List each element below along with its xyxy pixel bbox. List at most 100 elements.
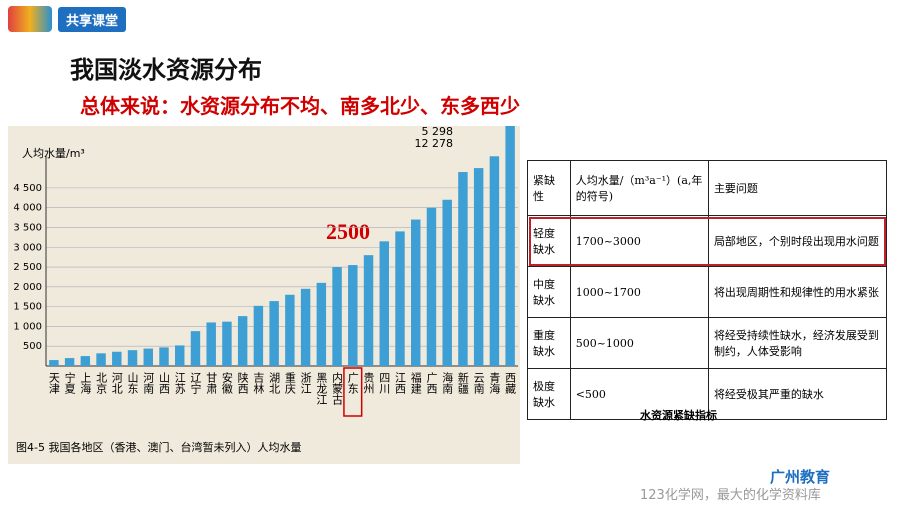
bar <box>64 358 75 366</box>
y-tick-label: 4 000 <box>13 203 42 214</box>
y-tick-label: 1 000 <box>13 321 42 332</box>
bar <box>175 345 185 366</box>
logo <box>8 6 52 32</box>
subtitle: 总体来说：水资源分布不均、南多北少、东多西少 <box>80 94 520 118</box>
x-tick-label: 浙江 <box>299 372 312 394</box>
annotation: 2500 <box>326 219 370 244</box>
x-tick-label: 内蒙古 <box>331 371 344 405</box>
bar <box>222 321 232 366</box>
y-tick-label: 2 500 <box>13 262 42 273</box>
x-tick-label: 贵州 <box>362 372 375 394</box>
cell: 1700~3000 <box>569 215 709 267</box>
bar <box>49 360 59 366</box>
header-cell: 人均水量/（m³a⁻¹）(a,年的符号) <box>569 160 709 216</box>
x-tick-label: 吉林 <box>252 372 265 394</box>
x-tick-label: 四川 <box>378 372 391 394</box>
x-tick-label: 福建 <box>409 371 422 395</box>
bar <box>442 199 452 366</box>
org: 广州教育 <box>770 468 831 486</box>
table-caption: 水资源紧缺指标 <box>640 409 717 422</box>
x-tick-label: 安徽 <box>220 371 233 395</box>
bar <box>80 356 91 366</box>
bar <box>269 301 279 366</box>
bar <box>190 331 201 366</box>
table-row: 极度缺水 <500 将经受极其严重的缺水 <box>527 368 888 420</box>
x-tick-label: 甘肃 <box>205 372 218 395</box>
bar <box>363 255 374 366</box>
y-tick-label: 3 500 <box>13 222 42 233</box>
cell: 极度缺水 <box>527 368 571 420</box>
bar <box>473 168 484 366</box>
x-tick-label: 重庆 <box>283 371 296 395</box>
x-tick-label: 青海 <box>488 372 501 395</box>
bar <box>300 288 311 366</box>
x-tick-label: 河南 <box>142 372 155 394</box>
x-tick-label: 辽宁 <box>189 372 202 394</box>
bar <box>127 350 138 366</box>
cell: 中度缺水 <box>527 266 571 318</box>
cell: 局部地区，个别时段出现用水问题 <box>707 215 888 267</box>
x-tick-label: 山东 <box>126 372 139 394</box>
bars <box>49 126 515 366</box>
x-tick-label: 河北 <box>110 372 123 394</box>
cell: 将经受持续性缺水，经济发展受到制约，人体受影响 <box>707 317 888 369</box>
header-cell: 主要问题 <box>707 160 888 216</box>
title: 我国淡水资源分布 <box>70 56 262 84</box>
header-cell: 紧缺性 <box>527 160 571 216</box>
bar <box>332 267 342 366</box>
highlight-box <box>343 367 363 417</box>
chart-caption: 图4-5 我国各地区（香港、澳门、台湾暂未列入）人均水量 <box>16 440 301 454</box>
cell: 重度缺水 <box>527 317 571 369</box>
table-row: 重度缺水 500~1000 将经受持续性缺水，经济发展受到制约，人体受影响 <box>527 317 888 369</box>
bar <box>159 347 169 366</box>
table-row: 中度缺水 1000~1700 将出现周期性和规律性的用水紧张 <box>527 266 888 318</box>
x-tick-label: 新疆 <box>456 371 469 394</box>
y-tick-label: 1 500 <box>13 302 42 313</box>
x-tick-label: 上海 <box>79 372 92 395</box>
x-tick-label: 广东 <box>346 372 359 394</box>
y-tick-label: 500 <box>23 341 42 352</box>
chart-photo: 人均水量/m³ 图4-5 我国各地区（香港、澳门、台湾暂未列入）人均水量 250… <box>8 125 520 464</box>
bar <box>96 353 106 366</box>
cell: 轻度缺水 <box>527 215 571 267</box>
bar <box>112 351 122 366</box>
bar <box>237 316 248 366</box>
cell: 1000~1700 <box>569 266 709 318</box>
bar <box>426 207 437 366</box>
brand-tag: 共享课堂 <box>58 6 127 32</box>
x-tick-label: 海南 <box>441 371 454 394</box>
bar <box>489 156 500 366</box>
bar <box>316 282 327 366</box>
brand: 共享课堂 <box>8 6 127 32</box>
x-tick-label: 湖北 <box>268 372 281 394</box>
x-tick-label: 北京 <box>95 372 108 395</box>
bar <box>379 241 389 366</box>
table-header: 紧缺性 人均水量/（m³a⁻¹）(a,年的符号) 主要问题 <box>527 160 888 216</box>
x-tick-label: 山西 <box>158 372 171 394</box>
table-panel: 紧缺性 人均水量/（m³a⁻¹）(a,年的符号) 主要问题 轻度缺水 1700~3000… <box>524 156 890 424</box>
cell: 将经受极其严重的缺水 <box>707 368 888 420</box>
bar <box>253 305 264 366</box>
footer: 123化学网，最大的化学资料库 <box>640 488 821 503</box>
x-tick-label: 云南 <box>472 372 485 394</box>
bar <box>411 219 421 366</box>
y-tick-label: 4 500 <box>13 183 42 194</box>
cell: 500~1000 <box>569 317 709 369</box>
bar <box>285 294 295 366</box>
bar <box>395 231 405 366</box>
x-tick-label: 天津 <box>47 372 60 394</box>
value-label: 12 278 <box>415 137 454 150</box>
bar <box>348 265 358 366</box>
table-row: 轻度缺水 1700~3000 局部地区，个别时段出现用水问题 <box>527 215 888 267</box>
bar <box>143 348 153 366</box>
bar <box>505 126 515 366</box>
x-tick-label: 陕西 <box>236 371 249 394</box>
chart: 人均水量/m³ 图4-5 我国各地区（香港、澳门、台湾暂未列入）人均水量 250… <box>13 125 518 454</box>
y-tick-label: 3 000 <box>13 242 42 253</box>
x-tick-label: 江西 <box>394 372 407 394</box>
bar <box>458 172 468 366</box>
table: 紧缺性 人均水量/（m³a⁻¹）(a,年的符号) 主要问题 轻度缺水 1700~3000… <box>527 160 888 420</box>
bar <box>206 322 216 366</box>
x-tick-label: 西藏 <box>504 372 517 395</box>
